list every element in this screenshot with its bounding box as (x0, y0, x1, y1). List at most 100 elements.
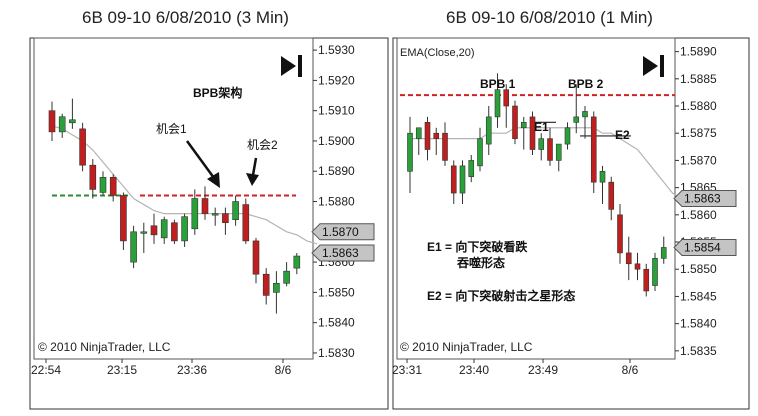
right-e1-note-b: 吞噬形态 (457, 255, 505, 270)
left-chance1-arrow (185, 140, 220, 188)
right-candle-body (407, 132, 413, 172)
right-y-tick-label: 1.5875 (680, 126, 717, 140)
right-scroll-to-end-button[interactable] (643, 55, 664, 77)
left-candle-body (283, 270, 290, 284)
right-y-tick-label: 1.5860 (680, 208, 717, 222)
left-candle-body (69, 119, 76, 124)
right-candle-body (450, 165, 457, 194)
right-e2-note: E2 = 向下突破射击之星形态 (427, 288, 575, 303)
right-indicator-label: EMA(Close,20) (400, 47, 475, 59)
right-x-tick-label: 23:31 (392, 363, 422, 377)
left-chance1-label: 机会1 (156, 122, 187, 136)
right-candle-body (599, 170, 606, 183)
right-x-tick-label: 23:49 (528, 363, 558, 377)
right-candle-body (564, 127, 571, 145)
left-price-tag (311, 223, 375, 241)
left-candle-body (58, 116, 66, 133)
right-y-tick-label: 1.5835 (680, 344, 717, 358)
right-candle-body (652, 258, 658, 286)
left-price-tag-label: 1.5870 (322, 225, 359, 239)
right-candle-body (459, 165, 466, 194)
left-candle-body (171, 222, 178, 242)
right-price-tag-label: 1.5863 (684, 192, 721, 206)
right-plot-area (396, 37, 676, 360)
left-candle-body (109, 177, 117, 196)
right-chart-title: 6B 09-10 6/08/2010 (1 Min) (446, 8, 653, 27)
right-y-tick-label: 1.5850 (680, 262, 717, 276)
left-plot-area (33, 37, 314, 360)
right-candle-body (590, 116, 597, 183)
left-candle-body (120, 195, 127, 242)
right-candle-body (494, 89, 501, 118)
right-candle-body (573, 116, 580, 123)
right-candle-body (512, 105, 518, 139)
right-candle-body (625, 252, 632, 265)
right-candle-body (529, 116, 536, 150)
right-y-tick-label: 1.5890 (680, 45, 717, 59)
right-candle-body (442, 132, 448, 161)
right-bpb2-label: BPB 2 (568, 77, 604, 91)
right-price-tag (673, 190, 737, 207)
left-candle-body (191, 198, 199, 230)
left-candle-body (222, 213, 229, 224)
right-candle-body (468, 160, 475, 178)
left-price-tag-label: 1.5863 (322, 246, 359, 260)
left-price-tag (311, 244, 375, 262)
right-candle-body (547, 138, 553, 161)
right-price-tag-label: 1.5854 (684, 240, 721, 254)
right-candle-body (555, 143, 562, 161)
left-x-tick-label: 23:15 (107, 363, 137, 377)
left-y-tick-label: 1.5880 (318, 195, 355, 209)
left-candle-body (48, 110, 56, 133)
right-candle-body (538, 138, 545, 150)
right-price-tag (673, 238, 737, 256)
left-candle-body (150, 225, 158, 236)
left-candle-body (160, 219, 168, 239)
left-candle-body (211, 213, 219, 216)
right-candle-body (617, 214, 623, 254)
left-candle-body (232, 201, 239, 220)
right-candle-body (634, 263, 641, 270)
left-candle-body (201, 198, 209, 214)
right-ema-line (410, 127, 682, 200)
right-candle-body (660, 247, 667, 259)
right-bpb1-label: BPB 1 (480, 77, 516, 91)
left-candle-body (181, 216, 188, 242)
left-chance2-arrow (246, 157, 259, 186)
left-y-tick-label: 1.5930 (318, 43, 355, 57)
left-y-tick-label: 1.5920 (318, 73, 355, 87)
right-y-tick-label: 1.5880 (680, 99, 717, 113)
left-candle-body (252, 240, 260, 275)
left-x-tick-label: 22:54 (31, 363, 61, 377)
right-candle-body (520, 122, 527, 129)
left-candle-body (293, 255, 301, 269)
left-y-tick-label: 1.5830 (318, 346, 355, 360)
right-candle-body (503, 89, 510, 107)
left-y-tick-label: 1.5910 (318, 104, 355, 118)
left-candle-body (89, 164, 97, 190)
left-candle-body (140, 231, 148, 234)
right-candle-body (485, 116, 492, 145)
left-scroll-to-end-button[interactable] (281, 55, 302, 77)
left-y-tick-label: 1.5840 (318, 316, 355, 330)
right-candle-body (477, 138, 483, 167)
right-x-tick-label: 23:40 (459, 363, 489, 377)
left-chance2-label: 机会2 (247, 138, 278, 152)
left-candle-body (242, 204, 250, 242)
right-copyright: © 2010 NinjaTrader, LLC (400, 340, 533, 354)
left-y-tick-label: 1.5900 (318, 134, 355, 148)
right-candle-body (415, 127, 422, 139)
right-candle-body (424, 122, 431, 150)
right-y-tick-label: 1.5845 (680, 289, 717, 303)
right-e2-label: E2 (615, 128, 630, 142)
right-candle-body (643, 268, 650, 292)
left-candle-body (99, 177, 107, 193)
right-candle-body (582, 111, 588, 118)
right-y-tick-label: 1.5840 (680, 317, 717, 331)
right-candle-body (608, 181, 615, 210)
left-bpb-label: BPB架构 (193, 85, 242, 100)
left-candle-body (79, 128, 86, 166)
right-x-tick-label: 8/6 (622, 363, 639, 377)
right-e1-note-a: E1 = 向下突破看跌 (427, 239, 528, 254)
left-candle-body (130, 231, 137, 263)
